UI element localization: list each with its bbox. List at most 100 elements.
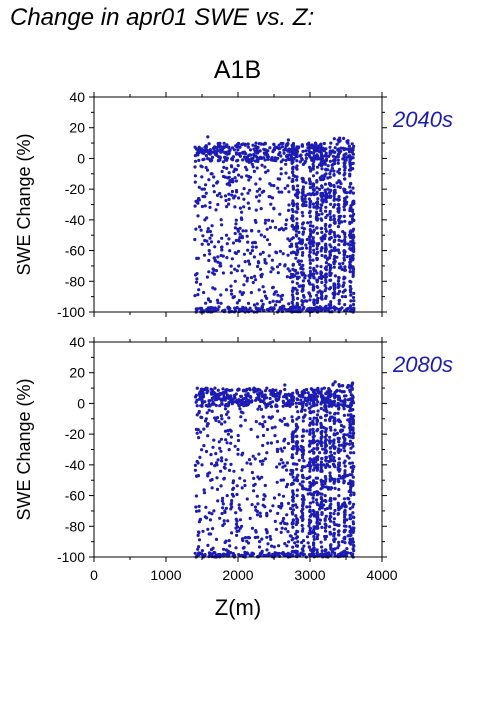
data-point — [243, 554, 247, 559]
data-point — [308, 402, 312, 406]
data-point — [232, 469, 236, 473]
data-point — [289, 507, 293, 511]
data-point — [274, 303, 278, 307]
data-point — [315, 171, 319, 175]
data-point — [322, 386, 326, 390]
data-point — [308, 480, 312, 485]
data-point — [295, 175, 299, 179]
data-point — [224, 438, 228, 442]
data-point — [315, 476, 320, 480]
data-point — [210, 224, 214, 228]
data-point — [290, 217, 294, 221]
data-point — [221, 160, 225, 164]
data-point — [301, 185, 305, 189]
data-point — [243, 483, 247, 488]
data-point — [291, 431, 295, 435]
data-point — [201, 234, 205, 238]
data-point — [290, 453, 294, 457]
data-point — [352, 291, 356, 295]
data-point — [332, 481, 336, 485]
data-point — [284, 162, 288, 166]
data-point — [250, 229, 254, 233]
data-point — [259, 407, 263, 411]
data-point — [315, 422, 319, 426]
data-point — [213, 398, 217, 402]
data-point — [342, 390, 346, 394]
data-point — [270, 426, 274, 430]
data-point — [313, 307, 317, 312]
data-point — [268, 300, 272, 305]
data-point — [295, 178, 299, 182]
data-point — [207, 178, 211, 182]
data-point — [315, 153, 319, 157]
data-point — [322, 141, 326, 146]
data-point — [291, 286, 295, 290]
data-point — [331, 383, 335, 387]
data-point — [311, 151, 316, 155]
data-point — [209, 240, 214, 244]
data-point — [295, 398, 300, 402]
data-point — [305, 299, 309, 303]
data-point — [308, 475, 312, 479]
data-point — [320, 525, 324, 530]
data-point — [308, 508, 312, 512]
data-point — [319, 203, 323, 207]
data-point — [319, 436, 323, 441]
data-point — [350, 461, 354, 465]
data-point — [301, 188, 305, 192]
data-point — [301, 415, 306, 419]
data-point — [343, 276, 347, 280]
data-point — [212, 190, 216, 194]
data-point — [315, 264, 319, 268]
data-point — [214, 537, 219, 542]
data-point — [301, 549, 305, 553]
data-point — [333, 146, 337, 150]
data-point — [348, 431, 352, 435]
data-point — [306, 398, 310, 402]
data-point — [308, 298, 312, 302]
data-point — [342, 529, 346, 534]
data-point — [241, 150, 245, 154]
data-point — [195, 431, 199, 435]
data-point — [241, 451, 245, 455]
data-point — [202, 253, 207, 257]
data-point — [349, 446, 353, 450]
data-point — [225, 166, 229, 170]
data-point — [342, 281, 346, 285]
data-point — [301, 502, 305, 506]
data-point — [343, 295, 348, 299]
figure-subtitle: A1B — [213, 56, 262, 84]
data-point — [250, 470, 254, 475]
data-point — [343, 177, 347, 181]
data-point — [291, 170, 295, 174]
data-point — [315, 226, 319, 230]
data-point — [247, 206, 251, 210]
data-point — [326, 187, 330, 191]
data-point — [337, 275, 341, 280]
data-point — [343, 196, 347, 201]
data-point — [321, 447, 325, 451]
data-point — [341, 261, 345, 265]
data-point — [292, 478, 296, 482]
data-point — [341, 283, 346, 287]
data-point — [203, 204, 207, 208]
data-point — [328, 411, 332, 415]
data-point — [210, 409, 214, 413]
data-point — [234, 392, 238, 396]
data-point — [238, 407, 242, 411]
data-point — [329, 300, 333, 304]
data-point — [340, 443, 344, 447]
data-point — [315, 285, 319, 289]
data-point — [270, 266, 274, 270]
data-point — [224, 233, 229, 237]
data-point — [227, 400, 231, 405]
data-point — [316, 205, 320, 209]
data-point — [200, 187, 204, 191]
data-point — [256, 407, 260, 411]
data-point — [329, 519, 333, 523]
data-point — [324, 229, 328, 233]
data-point — [336, 501, 340, 505]
data-point — [217, 155, 221, 159]
data-point — [320, 154, 324, 158]
data-point — [291, 391, 295, 395]
